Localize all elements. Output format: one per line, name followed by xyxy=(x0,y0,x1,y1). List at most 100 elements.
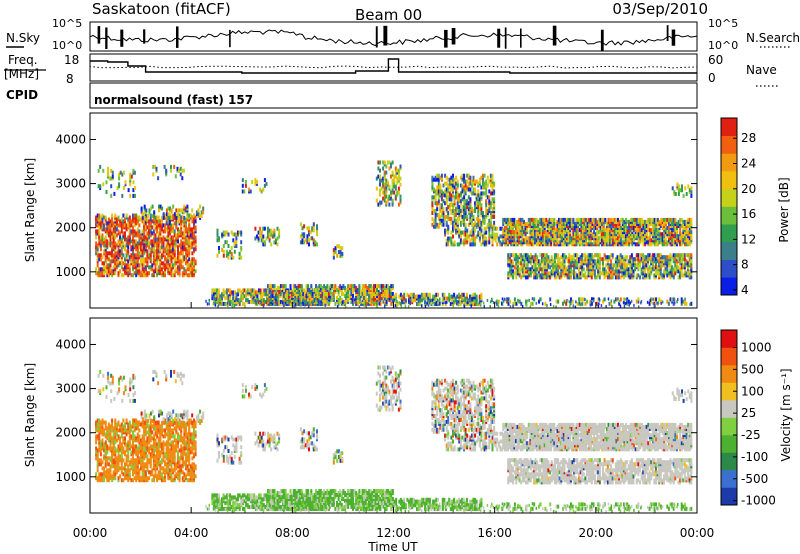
power-cell xyxy=(189,213,192,218)
power-cell xyxy=(610,232,613,237)
power-cell xyxy=(146,241,149,246)
power-cell xyxy=(151,219,154,224)
power-cell xyxy=(524,222,527,226)
power-cell xyxy=(477,205,480,210)
power-cell xyxy=(96,217,99,222)
power-cell xyxy=(224,290,227,295)
power-cell xyxy=(332,292,335,296)
power-cell xyxy=(238,230,241,235)
power-cell xyxy=(583,234,586,239)
power-cell xyxy=(672,228,675,233)
power-cell xyxy=(515,219,517,224)
power-cell xyxy=(368,284,371,289)
power-cell xyxy=(653,217,656,222)
power-cell xyxy=(256,290,259,295)
power-cell xyxy=(437,300,439,305)
power-cell xyxy=(361,296,364,300)
power-cell xyxy=(453,222,456,227)
power-cell xyxy=(626,226,629,230)
power-cell xyxy=(450,193,453,198)
power-cell xyxy=(538,234,541,239)
power-cell xyxy=(561,236,564,241)
power-cell xyxy=(146,225,149,230)
power-cell xyxy=(637,232,640,237)
power-cell xyxy=(396,168,399,173)
power-cell xyxy=(385,170,388,175)
power-cell xyxy=(598,253,601,258)
power-cell xyxy=(127,263,130,268)
power-cell xyxy=(222,230,225,235)
power-cell xyxy=(154,237,157,242)
power-cell xyxy=(436,189,439,194)
power-cell xyxy=(225,249,228,254)
power-cell xyxy=(316,242,318,247)
power-cell xyxy=(143,263,146,268)
power-cell xyxy=(661,238,664,243)
power-cell xyxy=(453,226,456,231)
power-cell xyxy=(452,177,454,182)
power-cell xyxy=(395,296,398,301)
power-cell xyxy=(658,222,661,226)
power-cell xyxy=(474,228,477,233)
power-cell xyxy=(684,219,686,224)
power-cell xyxy=(458,216,461,221)
power-cell xyxy=(225,288,228,293)
power-cell xyxy=(467,234,470,239)
power-cell xyxy=(109,225,112,230)
power-cell xyxy=(562,238,565,243)
noise-sky-trace xyxy=(89,29,698,47)
power-cell xyxy=(444,228,447,233)
power-cell xyxy=(472,222,475,227)
power-cell xyxy=(217,288,220,293)
power-cell xyxy=(442,218,445,223)
power-cell xyxy=(439,220,442,225)
power-cell xyxy=(133,253,136,258)
power-cell xyxy=(149,265,152,270)
power-cell xyxy=(516,232,519,237)
power-cell xyxy=(122,213,125,218)
power-cell xyxy=(469,187,472,192)
power-cell xyxy=(117,271,120,276)
power-cell xyxy=(364,290,367,294)
power-cell xyxy=(433,302,436,306)
power-cell xyxy=(133,170,136,175)
power-cell xyxy=(148,219,151,224)
power-cell xyxy=(564,228,567,233)
power-cell xyxy=(631,226,634,230)
power-cell xyxy=(154,267,157,272)
power-cell xyxy=(612,217,615,222)
power-cell xyxy=(125,227,128,232)
power-cell xyxy=(278,228,281,233)
power-cell xyxy=(256,234,258,239)
power-cell xyxy=(181,255,184,260)
power-cell xyxy=(515,240,517,245)
power-cell xyxy=(101,255,104,260)
power-cell xyxy=(605,232,608,237)
power-cell xyxy=(151,214,154,218)
power-cell xyxy=(388,290,391,294)
power-cell xyxy=(474,201,477,206)
power-cell xyxy=(141,259,144,264)
power-cell xyxy=(474,296,476,301)
power-cell xyxy=(456,179,459,184)
power-cell xyxy=(164,247,167,252)
power-cell xyxy=(141,273,144,278)
power-cell xyxy=(652,232,655,237)
power-cell xyxy=(634,222,637,226)
power-cell xyxy=(281,284,284,289)
power-cell xyxy=(383,170,386,175)
power-cell xyxy=(609,232,612,237)
power-cell xyxy=(153,210,156,215)
power-cell xyxy=(452,183,454,188)
power-cell xyxy=(374,288,377,292)
power-cell xyxy=(295,286,298,290)
power-cell xyxy=(554,222,557,226)
power-cell xyxy=(469,209,472,213)
power-cell xyxy=(464,226,467,231)
power-cell xyxy=(594,222,597,226)
power-cell xyxy=(596,222,599,226)
power-cell xyxy=(222,249,225,254)
power-cell xyxy=(339,296,342,300)
power-cell xyxy=(561,232,564,237)
power-cell xyxy=(605,222,608,226)
